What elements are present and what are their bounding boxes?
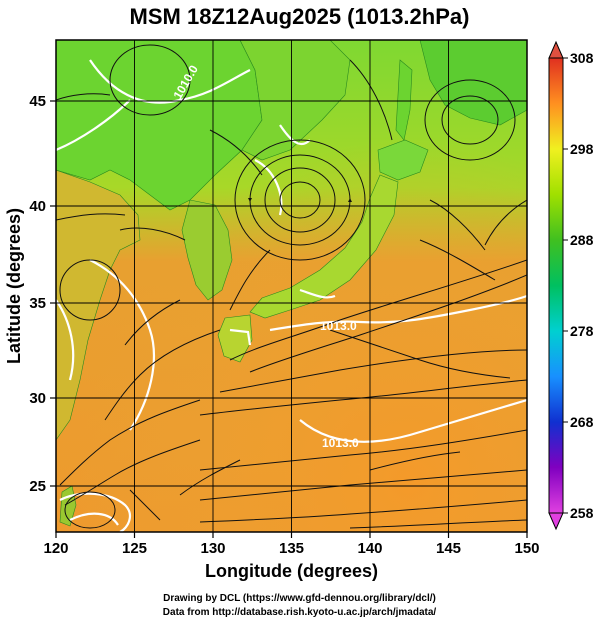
x-tick-label: 135: [279, 540, 304, 557]
colorbar-label: 268: [570, 414, 594, 430]
colorbar: 308 298 288 278 268 258: [548, 40, 594, 531]
colorbar-label: 258: [570, 505, 594, 521]
x-tick-label: 130: [200, 540, 225, 557]
colorbar-min-arrow: [548, 512, 564, 531]
axis-ticks: [50, 100, 528, 538]
isobar-contours: [56, 59, 527, 532]
land-kamchatka: [419, 40, 527, 126]
chart-title: MSM 18Z12Aug2025 (1013.2hPa): [129, 4, 470, 29]
contour-label: 1013.0: [320, 319, 357, 333]
land-manchuria: [239, 40, 351, 161]
x-tick-label: 150: [514, 540, 539, 557]
x-tick-label: 145: [436, 540, 461, 557]
x-tick-label: 120: [43, 540, 68, 557]
y-tick-label: 40: [29, 198, 46, 215]
colorbar-label: 288: [570, 232, 594, 248]
x-axis-title: Longitude (degrees): [205, 561, 378, 581]
colorbar-label: 298: [570, 141, 594, 157]
land-china-coast: [56, 169, 141, 441]
x-tick-label: 125: [122, 540, 147, 557]
y-tick-label: 35: [29, 295, 46, 312]
land-korea: [181, 199, 233, 301]
y-tick-label: 30: [29, 390, 46, 407]
wind-streamlines: [56, 44, 527, 529]
land-sakhalin: [395, 59, 413, 141]
credits: Drawing by DCL (https://www.gfd-dennou.o…: [0, 592, 599, 620]
credit-line-dcl: Drawing by DCL (https://www.gfd-dennou.o…: [163, 593, 436, 604]
y-axis-title: Latitude (degrees): [4, 208, 24, 364]
x-tick-label: 140: [357, 540, 382, 557]
y-tick-label: 25: [29, 478, 46, 495]
lat-lon-grid: [56, 40, 527, 532]
colorbar-label: 278: [570, 323, 594, 339]
land-hokkaido: [377, 139, 429, 181]
y-tick-label: 45: [29, 93, 46, 110]
contour-label: 1013.0: [322, 436, 359, 450]
colorbar-max-arrow: [548, 40, 564, 59]
credit-line-data: Data from http://database.rish.kyoto-u.a…: [162, 607, 437, 618]
land-kyushu: [217, 314, 253, 363]
colorbar-label: 308: [570, 50, 594, 66]
